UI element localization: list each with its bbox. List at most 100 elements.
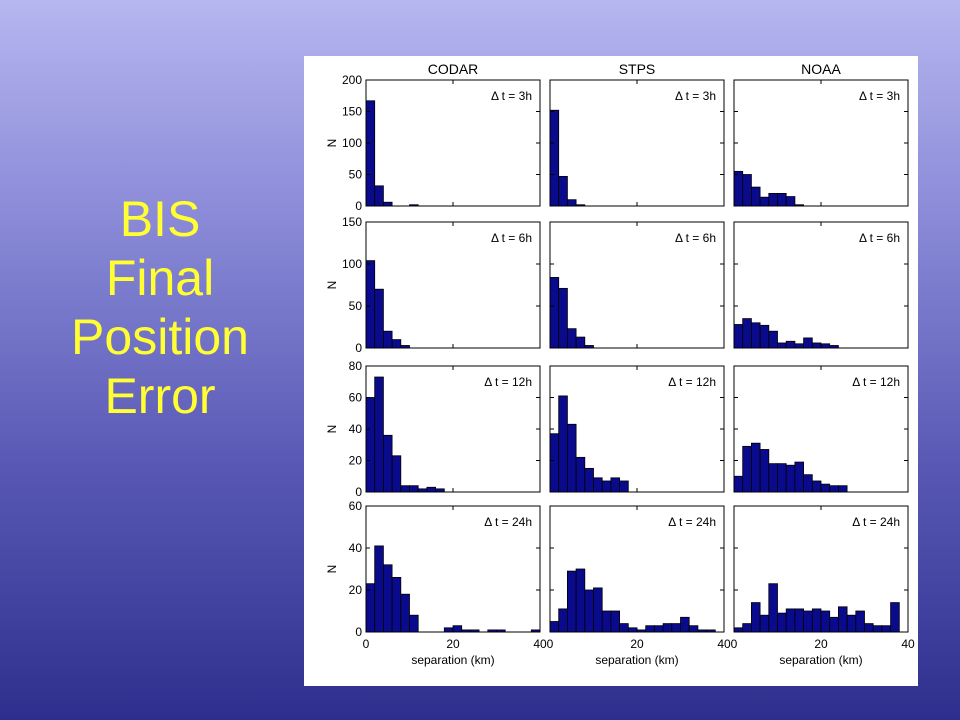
histogram-bar [811, 342, 822, 349]
y-tick-label: 50 [349, 299, 363, 313]
histogram-bar [750, 186, 761, 207]
x-tick-label: 40 [533, 637, 547, 651]
y-tick-label: 150 [342, 215, 362, 229]
y-tick-label: 100 [342, 257, 362, 271]
y-axis-label: N [325, 425, 339, 434]
title-line: Position [71, 309, 249, 365]
histogram-bar [566, 328, 577, 349]
annotation-label: Δ t = 6h [859, 231, 900, 245]
y-tick-label: 0 [355, 199, 362, 213]
histogram-bar [627, 627, 638, 633]
histogram-bar [575, 336, 586, 349]
annotation-label: Δ t = 3h [859, 89, 900, 103]
histogram-bar [768, 583, 778, 633]
histogram-bar [575, 456, 586, 493]
histogram-bar [426, 486, 437, 493]
histogram-bar [777, 342, 787, 349]
y-tick-label: 200 [342, 73, 362, 87]
histogram-bar [558, 608, 568, 633]
histogram-bar [785, 608, 796, 633]
histogram-bar [742, 623, 752, 633]
x-tick-label: 40 [901, 637, 915, 651]
y-tick-label: 100 [342, 136, 362, 150]
histogram-bar [890, 602, 900, 633]
y-tick-label: 80 [349, 359, 363, 373]
histogram-bar [593, 477, 603, 493]
histogram-bar [558, 175, 568, 207]
histogram-bar [777, 192, 787, 207]
histogram-bar [838, 485, 848, 493]
annotation-label: Δ t = 3h [675, 89, 716, 103]
histogram-bar [820, 483, 831, 493]
histogram-bar [365, 100, 376, 207]
histogram-bar [365, 583, 376, 633]
histogram-figure: CODAR STPS NOAA 0 50 100 150 200 Δ t = 3h Δ t = 3… [304, 56, 918, 686]
histogram-bar [794, 343, 804, 349]
y-tick-label: 0 [355, 625, 362, 639]
histogram-bar [768, 192, 778, 207]
histogram-bar [785, 340, 796, 349]
x-tick-label: 0 [547, 637, 554, 651]
histogram-bar [742, 445, 752, 493]
y-tick-label: 0 [355, 341, 362, 355]
annotation-label: Δ t = 6h [491, 231, 532, 245]
histogram-bar [549, 433, 560, 493]
y-tick-label: 40 [349, 422, 363, 436]
histogram-bar [733, 627, 744, 633]
annotation-label: Δ t = 6h [675, 231, 716, 245]
x-axis-label: separation (km) [779, 653, 862, 667]
histogram-bar [374, 185, 384, 207]
annotation-label: Δ t = 12h [668, 375, 716, 389]
x-tick-label: 20 [446, 637, 460, 651]
histogram-bar [558, 395, 568, 493]
histogram-bar [383, 330, 393, 349]
histogram-bar [759, 449, 770, 493]
histogram-bar [374, 288, 384, 349]
histogram-bar [829, 616, 839, 633]
histogram-bar [803, 474, 813, 493]
annotation-label: Δ t = 24h [668, 515, 716, 529]
histogram-bar [391, 455, 402, 493]
histogram-bar [759, 614, 770, 633]
histogram-bar [759, 196, 770, 207]
histogram-bar [846, 614, 857, 633]
histogram-bar [855, 610, 865, 633]
histogram-bar [794, 608, 804, 633]
histogram-bar [383, 564, 393, 633]
y-tick-label: 60 [349, 499, 363, 513]
histogram-bar [759, 324, 770, 349]
annotation-label: Δ t = 24h [852, 515, 900, 529]
x-tick-label: 20 [630, 637, 644, 651]
histogram-bar [820, 610, 831, 633]
histogram-bar [742, 174, 752, 207]
histogram-bar [785, 464, 796, 493]
histogram-bar [680, 616, 690, 633]
x-tick-label: 20 [814, 637, 828, 651]
y-tick-label: 50 [349, 168, 363, 182]
histogram-bar [820, 343, 831, 349]
histogram-bar [653, 625, 664, 633]
histogram-bar [671, 623, 681, 633]
histogram-bar [777, 612, 787, 633]
histogram-bar [409, 485, 419, 493]
histogram-bar [829, 485, 839, 493]
y-tick-label: 150 [342, 105, 362, 119]
histogram-bar [750, 602, 761, 633]
histogram-bar [794, 461, 804, 493]
histogram-bar [601, 610, 612, 633]
histogram-bar [811, 480, 822, 493]
histogram-bar [400, 485, 410, 493]
title-line: Final [105, 250, 215, 306]
histogram-bar [733, 475, 744, 493]
histogram-bar [610, 610, 620, 633]
histogram-bar [549, 277, 560, 349]
x-axis-label: separation (km) [411, 653, 494, 667]
x-axis-label: separation (km) [595, 653, 678, 667]
histogram-bar [662, 623, 673, 633]
histogram-bar [811, 608, 822, 633]
annotation-label: Δ t = 12h [484, 375, 532, 389]
histogram-bar [610, 477, 620, 493]
histogram-bar [409, 614, 419, 633]
histogram-bar [785, 196, 796, 207]
